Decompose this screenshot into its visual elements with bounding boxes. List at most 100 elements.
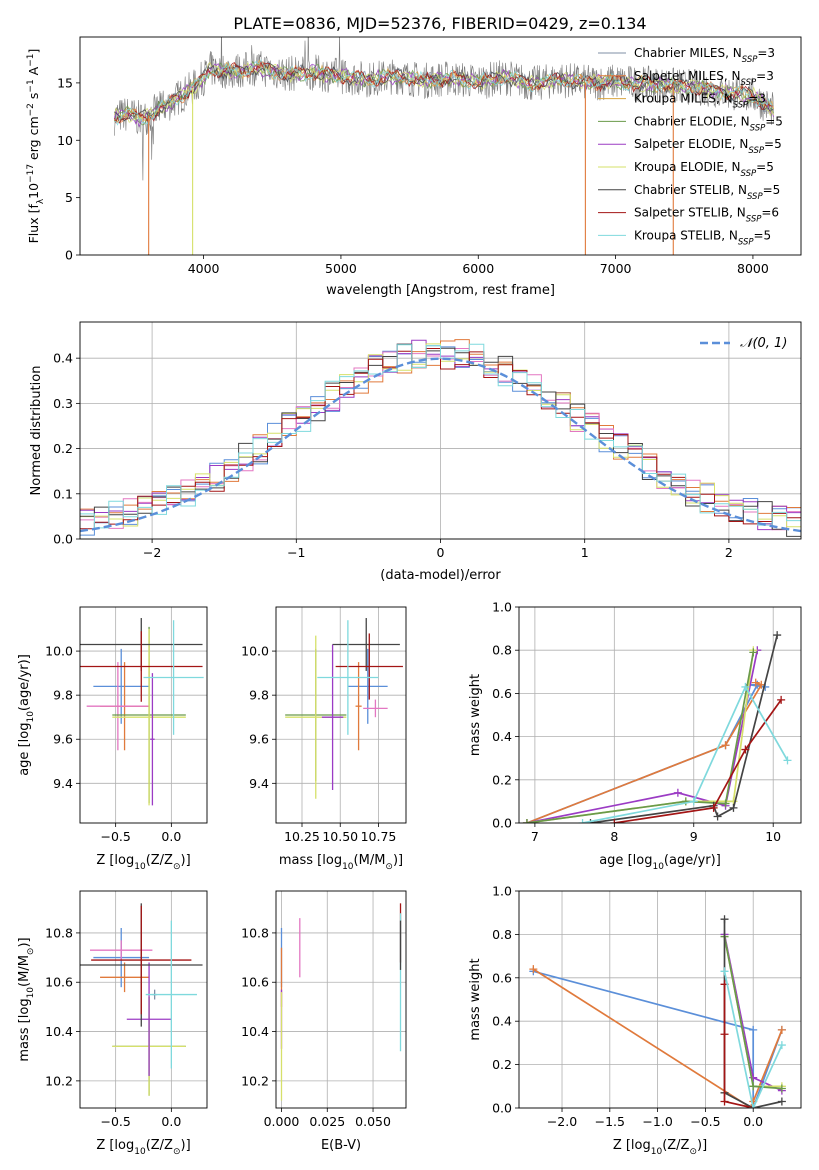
y-tick-label: 0.1 xyxy=(53,486,73,501)
mass-weight-marker xyxy=(777,695,786,704)
y-tick-label: 10.6 xyxy=(241,975,269,990)
x-tick-label: 0.0 xyxy=(161,1114,181,1129)
mass-weight-marker xyxy=(721,799,730,808)
y-axis-label: age [log10(age/yr)] xyxy=(17,654,36,776)
y-axis-label-part: A xyxy=(26,66,41,79)
y-tick-label: 9.6 xyxy=(53,732,73,747)
x-tick-label: −0.5 xyxy=(100,1114,130,1129)
x-axis-label-part: (Z/Z xyxy=(146,853,173,868)
plot-content xyxy=(285,618,403,799)
mass-weight-marker xyxy=(777,1084,786,1093)
legend-eq: =3 xyxy=(748,92,766,106)
legend-eq: =6 xyxy=(761,206,779,220)
mass-weight-marker xyxy=(729,803,738,812)
mass-weight-vs-metallicity-panel: −2.0 −1.5 −1.0 −0.5 0.0 0.0 0.2 0.4 0.6 0.8 1.0 Z [… xyxy=(468,884,802,1157)
legend-eq: =5 xyxy=(754,228,772,242)
x-axis-label-part: Z [log xyxy=(96,853,134,868)
mass-weight-marker xyxy=(777,1097,786,1106)
legend-sub: SSP xyxy=(746,215,762,225)
y-axis-label-part: mass [log xyxy=(17,998,32,1061)
y-axis-label-part: s xyxy=(26,93,41,104)
x-tick-label: 8000 xyxy=(737,261,769,276)
x-tick-label: 0.0 xyxy=(743,1114,763,1129)
mass-weight-marker xyxy=(783,756,792,765)
legend-eq: =5 xyxy=(756,160,774,174)
mass-weight-marker xyxy=(749,1104,758,1108)
legend-entry: Salpeter STELIB, NSSP=6 xyxy=(634,206,779,225)
y-axis-label-part: (M/M xyxy=(17,955,32,987)
mass-weight-line xyxy=(614,699,782,823)
legend-eq: =3 xyxy=(756,69,774,83)
mass-weight-marker xyxy=(720,1030,729,1039)
y-axis-label-part: ⊙ xyxy=(26,948,36,956)
x-axis-label-part: ⊙ xyxy=(173,862,181,872)
axes-frame xyxy=(79,36,802,256)
legend-sub: SSP xyxy=(742,55,758,65)
y-tick-label: 5 xyxy=(65,190,73,205)
y-tick-label: 0.6 xyxy=(492,686,512,701)
spectrum-panel: 4000 5000 6000 7000 8000 0 5 10 15 wavelength [An… xyxy=(26,36,802,298)
x-axis-label-part: (Z/Z xyxy=(146,1138,173,1153)
x-tick-label: 0.0 xyxy=(161,829,181,844)
legend-name: Salpeter MILES, N xyxy=(634,69,741,83)
x-axis-label-part: 10 xyxy=(651,1147,663,1157)
mass-vs-metallicity-panel: −0.5 0.010.210.410.610.8Z [log10(Z/Z⊙)]ma… xyxy=(17,890,208,1157)
plot-content xyxy=(280,903,402,1101)
age-vs-metallicity-panel: −0.5 0.09.49.69.810.0Z [log10(Z/Z⊙)]age [… xyxy=(17,606,208,872)
mass-weight-line xyxy=(533,970,783,1108)
mass-weight-marker xyxy=(749,648,758,657)
mass-weight-line xyxy=(723,971,783,1108)
mass-weight-marker xyxy=(681,797,690,806)
legend-sub: SSP xyxy=(741,78,757,88)
data-spectrum-line xyxy=(114,37,774,181)
y-tick-label: 0.0 xyxy=(53,532,73,547)
y-tick-label: 10.0 xyxy=(45,644,73,659)
x-tick-label: 5000 xyxy=(325,261,357,276)
x-axis-label-part: ⊙ xyxy=(173,1147,181,1157)
y-axis-label: mass [log10(M/M⊙)] xyxy=(17,937,36,1061)
y-tick-label: 10.2 xyxy=(241,1073,269,1088)
legend-eq: =5 xyxy=(763,183,781,197)
y-axis-label: Flux [fλ10−17 erg cm−2 s−1 A−1] xyxy=(26,49,46,244)
legend-name: Chabrier MILES, N xyxy=(634,46,742,60)
x-axis-label: Z [log10(Z/Z⊙)] xyxy=(96,1138,190,1157)
x-tick-label: −2.0 xyxy=(547,1114,577,1129)
x-axis-label-part: )] xyxy=(181,853,191,868)
x-axis-label-part: 10 xyxy=(342,862,354,872)
legend-entry: Kroupa STELIB, NSSP=5 xyxy=(634,228,771,247)
y-tick-label: 0.8 xyxy=(492,643,512,658)
legend-entry: Chabrier MILES, NSSP=3 xyxy=(634,46,775,65)
axes-frame xyxy=(79,321,802,540)
y-axis-label-part: ] xyxy=(26,49,41,54)
y-tick-label: 0 xyxy=(65,248,73,263)
histogram-step-line xyxy=(80,343,801,529)
x-axis-label-part: 10 xyxy=(652,862,664,872)
legend-eq: =5 xyxy=(764,137,782,151)
y-tick-label: 10.2 xyxy=(45,1073,73,1088)
model-line-kroupa_stelib xyxy=(114,59,774,126)
x-tick-label: 10.25 xyxy=(284,829,320,844)
legend-sub: SSP xyxy=(747,192,763,202)
mass-weight-marker xyxy=(773,631,782,640)
mass-weight-marker xyxy=(741,682,750,691)
plot-content xyxy=(529,915,786,1108)
model-line-kroupa_elodie xyxy=(113,61,774,123)
axes-frame xyxy=(518,606,802,824)
x-tick-label: 0.025 xyxy=(309,1114,345,1129)
x-tick-label: 8 xyxy=(610,829,618,844)
x-tick-label: −0.5 xyxy=(690,1114,720,1129)
y-tick-label: 1.0 xyxy=(492,600,512,615)
mass-weight-marker xyxy=(777,1025,786,1034)
y-axis-label-part: erg cm xyxy=(26,116,41,164)
legend-name: Chabrier STELIB, N xyxy=(634,183,747,197)
legend-eq: =5 xyxy=(765,114,783,128)
x-axis-label-part: (M/M xyxy=(354,853,386,868)
y-axis-label-part: −2 xyxy=(26,103,36,116)
mass-weight-marker xyxy=(689,797,698,806)
y-tick-label: 10.4 xyxy=(45,1024,73,1039)
x-tick-label: 10.75 xyxy=(361,829,397,844)
x-tick-label: 1 xyxy=(581,545,589,560)
y-tick-label: 0.4 xyxy=(492,1014,512,1029)
y-axis-label-part: −1 xyxy=(26,79,36,92)
